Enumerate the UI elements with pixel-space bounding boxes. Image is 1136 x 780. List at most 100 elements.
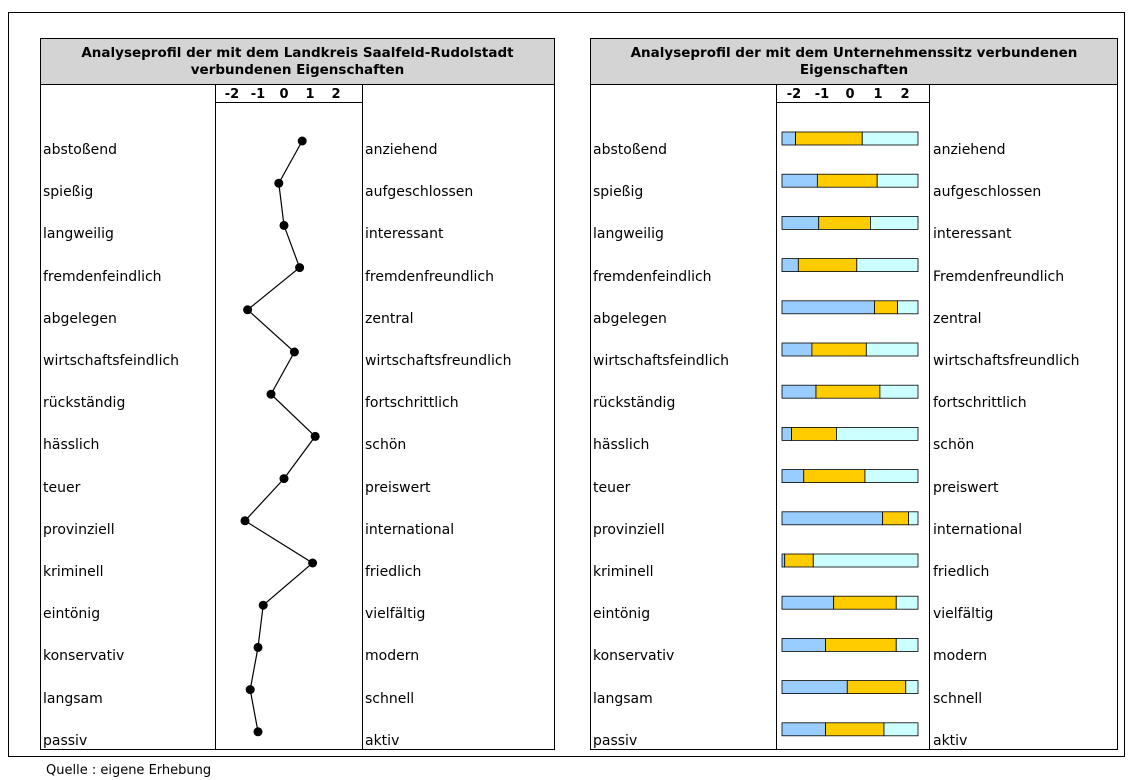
bar-segment-positive (876, 173, 919, 188)
right-attribute-label: aktiv (365, 732, 400, 749)
profile-point (253, 642, 263, 652)
right-attribute-label: vielfältig (365, 606, 426, 623)
right-attribute-label: anziehend (933, 142, 1006, 158)
bar-segment-negative (781, 511, 884, 526)
profile-point (310, 431, 320, 441)
panel-title-unternehmenssitz: Analyseprofil der mit dem Unternehmenssi… (591, 39, 1117, 85)
right-attribute-label: wirtschaftsfreundlich (933, 353, 1080, 369)
bar-segment-negative (781, 722, 826, 737)
left-attribute-label: kriminell (593, 564, 654, 580)
left-attribute-label: spießig (593, 184, 644, 201)
bar-segment-negative (781, 258, 799, 273)
bar-segment-neutral (795, 131, 863, 146)
left-attribute-label: langsam (43, 690, 103, 707)
left-attribute-label: wirtschaftsfeindlich (43, 353, 180, 369)
left-attribute-label: fremdenfeindlich (593, 268, 712, 285)
bar-segment-positive (869, 215, 919, 230)
right-attribute-label: anziehend (365, 142, 438, 158)
left-attribute-label: rückständig (43, 395, 126, 412)
bar-segment-neutral (784, 553, 814, 568)
left-attribute-label: passiv (593, 732, 638, 749)
bar-segment-neutral (825, 722, 885, 737)
bar-segment-positive (864, 469, 919, 484)
left-attribute-label: eintönig (593, 606, 651, 623)
scale-tick-label: 0 (845, 87, 855, 102)
right-attribute-label: schön (933, 437, 975, 454)
bar-segment-positive (897, 300, 919, 315)
right-attribute-label: modern (365, 648, 420, 665)
scale-axis: -2 -1 0 1 2 (777, 87, 929, 103)
profile-point (279, 474, 289, 484)
bar-segment-negative (781, 426, 792, 441)
right-attribute-label: schnell (933, 690, 983, 707)
right-attribute-label: wirtschaftsfreundlich (365, 353, 512, 369)
left-attribute-label: provinziell (43, 521, 115, 538)
left-attribute-label: wirtschaftsfeindlich (593, 353, 730, 369)
profile-point (240, 516, 250, 526)
left-attribute-label: teuer (43, 479, 81, 496)
right-attribute-label: international (365, 521, 455, 538)
column-divider (215, 85, 216, 749)
bar-segment-positive (856, 258, 919, 273)
bar-segment-negative (781, 469, 805, 484)
bar-segment-neutral (825, 638, 897, 652)
panel-title-landkreis: Analyseprofil der mit dem Landkreis Saal… (41, 39, 554, 85)
right-attribute-label: friedlich (933, 564, 990, 580)
bar-segment-negative (781, 553, 786, 568)
right-attribute-label: zentral (365, 310, 414, 327)
right-attribute-label: fremdenfreundlich (365, 268, 494, 285)
bar-segment-negative (781, 131, 797, 146)
bar-segment-negative (781, 595, 835, 610)
profile-point (295, 263, 305, 273)
profile-bar-chart (781, 131, 919, 737)
left-attribute-label: langsam (593, 690, 653, 707)
right-attribute-label: Fremdenfreundlich (933, 268, 1065, 285)
profile-point (243, 305, 253, 315)
profile-point (258, 600, 268, 610)
left-attribute-label: kriminell (43, 564, 104, 580)
scale-tick-label: 1 (305, 87, 315, 102)
bar-segment-positive (879, 384, 919, 399)
left-attribute-label: abgelegen (593, 310, 667, 327)
right-attribute-label: modern (933, 648, 988, 665)
bar-segment-negative (781, 638, 826, 652)
scale-tick-label: -2 (786, 87, 802, 102)
bar-segment-negative (781, 680, 848, 694)
column-divider (776, 85, 777, 749)
right-attribute-label: interessant (365, 226, 444, 243)
right-attribute-label: schön (365, 437, 407, 454)
bar-segment-neutral (818, 215, 871, 230)
left-attribute-label: konservativ (593, 648, 675, 665)
bar-segment-positive (895, 638, 919, 652)
right-attribute-label: fortschrittlich (365, 395, 459, 412)
source-note: Quelle : eigene Erhebung (46, 763, 212, 778)
profile-point (308, 558, 318, 568)
left-attribute-label: hässlich (43, 437, 100, 454)
left-attribute-label: provinziell (593, 521, 665, 538)
bar-segment-neutral (846, 680, 907, 694)
bar-segment-neutral (803, 469, 866, 484)
bar-segment-positive (812, 553, 919, 568)
bar-segment-positive (861, 131, 919, 146)
right-attribute-label: aufgeschlossen (365, 184, 474, 201)
left-attribute-label: abgelegen (43, 310, 117, 327)
profile-point (279, 220, 289, 230)
profile-point (274, 178, 284, 188)
bar-segment-neutral (815, 384, 881, 399)
bar-segment-positive (835, 426, 919, 441)
bar-segment-positive (908, 511, 919, 526)
scale-tick-label: -2 (224, 87, 240, 102)
bar-segment-neutral (816, 173, 878, 188)
bar-segment-positive (895, 595, 919, 610)
left-attribute-label: rückständig (593, 395, 676, 412)
bar-segment-negative (781, 300, 875, 315)
profile-point (297, 136, 307, 146)
left-attribute-label: konservativ (43, 648, 125, 665)
left-attribute-label: langweilig (43, 226, 114, 243)
left-attribute-label: passiv (43, 732, 88, 749)
profile-line-chart (240, 136, 320, 737)
left-attribute-label: hässlich (593, 437, 650, 454)
bar-segment-positive (905, 680, 919, 694)
bar-segment-neutral (791, 426, 837, 441)
right-attribute-label: aufgeschlossen (933, 184, 1042, 201)
